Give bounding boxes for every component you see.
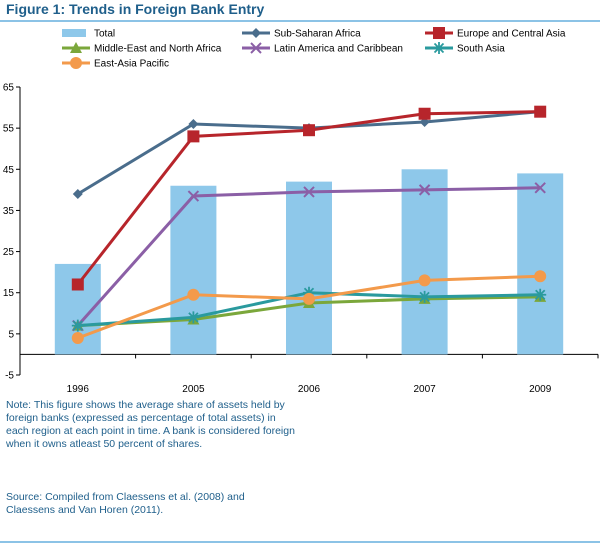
point-latin-america-and-caribbean [187,190,200,202]
x-tick-label: 2009 [529,384,552,394]
point-south-asia [187,311,200,324]
point-east-asia-pacific [303,292,315,305]
legend-marker-sub-saharan-africa [251,28,261,38]
point-south-asia [71,319,84,332]
y-tick-label: -5 [5,371,14,382]
legend-marker-south-asia [433,42,445,54]
legend-label-total: Total [94,29,115,40]
bar-total [517,173,564,355]
x-tick-label: 1996 [67,384,90,394]
bar-total [170,185,217,355]
point-europe-and-central-asia [303,124,315,137]
bar-total [286,181,332,355]
point-east-asia-pacific [418,274,431,287]
point-south-asia [418,290,431,303]
y-tick-label: 55 [3,124,15,135]
legend-label-middle-east-and-north-africa: Middle-East and North Africa [94,44,222,55]
y-tick-label: 5 [8,329,14,340]
figure-note: Note: This figure shows the average shar… [6,399,295,450]
point-latin-america-and-caribbean [418,184,431,196]
legend-swatch-total [62,29,86,37]
point-east-asia-pacific [71,331,84,344]
point-latin-america-and-caribbean [534,182,546,194]
point-sub-saharan-africa [188,119,199,130]
legend-label-south-asia: South Asia [457,44,505,55]
y-tick-label: 35 [3,206,15,217]
title-rule [0,20,600,22]
point-sub-saharan-africa [72,188,83,199]
point-latin-america-and-caribbean [303,186,315,198]
figure-source: Source: Compiled from Claessens et al. (… [6,491,245,516]
legend-label-east-asia-pacific: East-Asia Pacific [94,59,169,70]
point-east-asia-pacific [534,270,547,283]
x-tick-label: 2007 [413,384,436,394]
legend-marker-middle-east-and-north-africa [70,42,82,53]
figure-title: Figure 1: Trends in Foreign Bank Entry [6,1,265,17]
bottom-rule [0,541,600,543]
point-east-asia-pacific [187,288,200,301]
legend-label-sub-saharan-africa: Sub-Saharan Africa [274,29,361,40]
y-tick-label: 15 [3,288,15,299]
bar-total [401,169,448,355]
point-europe-and-central-asia [534,105,547,118]
point-south-asia [534,288,547,301]
point-europe-and-central-asia [187,130,200,143]
legend-marker-east-asia-pacific [70,57,82,69]
x-tick-label: 2006 [298,384,321,394]
legend-marker-europe-and-central-asia [433,27,445,39]
point-south-asia [303,286,315,299]
y-tick-label: 65 [3,83,15,94]
point-europe-and-central-asia [418,107,431,120]
legend-marker-latin-america-and-caribbean [250,42,262,54]
point-europe-and-central-asia [71,278,84,291]
y-tick-label: 45 [3,165,15,176]
legend-label-latin-america-and-caribbean: Latin America and Caribbean [274,44,403,55]
x-tick-label: 2005 [182,384,205,394]
chart: -5 5 15 25 35 45 55 65 1996 2005 2006 2007 2009 Total… [3,27,599,394]
y-tick-label: 25 [3,247,15,258]
legend-label-europe-and-central-asia: Europe and Central Asia [457,29,566,40]
